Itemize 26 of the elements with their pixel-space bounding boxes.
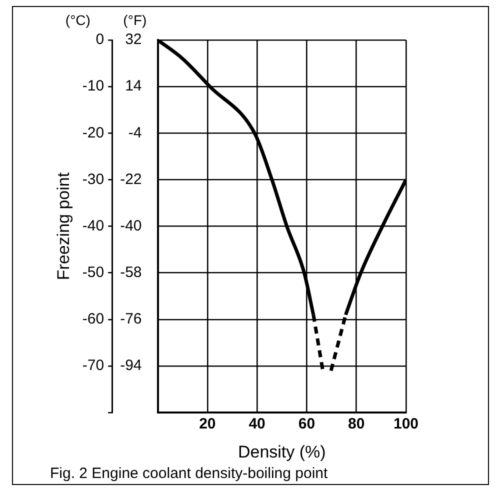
y-tick-label: -40 [82,217,104,234]
y2-tick-label: -58 [120,264,142,282]
y2-tick-label: -40 [120,217,142,234]
x-tick-label: 100 [393,416,419,433]
y2-tick-label: -22 [120,170,142,188]
text: (°F) [123,12,147,28]
y2-tick-label: -4 [128,124,142,142]
x-tick-label: 80 [348,416,365,433]
y-tick-label: -70 [82,357,104,374]
y2-tick-label: -94 [120,357,142,374]
text: (°C) [65,12,90,28]
y-tick-label: -10 [82,78,104,95]
x-tick-label: 20 [199,416,216,433]
y2-tick-label: -76 [120,310,142,328]
y2-tick-label: 32 [125,31,142,48]
y-tick-label: 0 [96,31,104,48]
y-tick-label: -50 [82,264,104,282]
y2-tick-label: 14 [125,78,142,95]
y-tick-label: -20 [82,124,104,142]
x-tick-label: 40 [248,416,266,433]
x-tick-label: 60 [298,416,316,433]
y-tick-label: -60 [82,310,104,328]
y-axis-title: Freezing point [54,172,73,280]
x-axis-title: Density (%) [238,442,326,462]
text: Fig. 2 Engine coolant density-boiling point [50,465,329,482]
y-tick-label: -30 [82,170,104,188]
